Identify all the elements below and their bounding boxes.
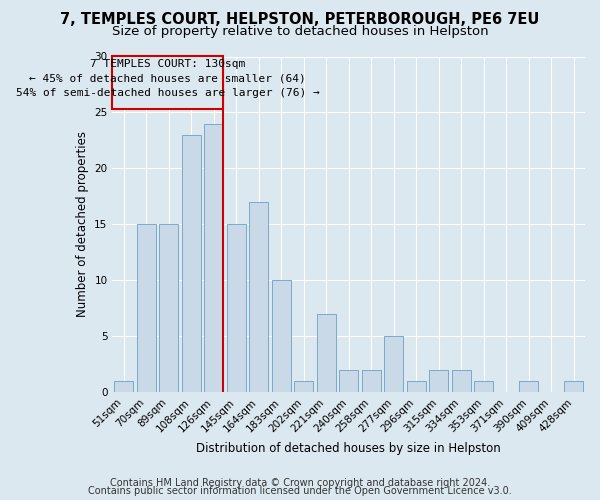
Text: Size of property relative to detached houses in Helpston: Size of property relative to detached ho… (112, 25, 488, 38)
Bar (182, 135, 200, 392)
Bar (204, 124, 223, 392)
Bar (227, 224, 246, 392)
Bar (114, 381, 133, 392)
Text: 7, TEMPLES COURT, HELPSTON, PETERBOROUGH, PE6 7EU: 7, TEMPLES COURT, HELPSTON, PETERBOROUGH… (61, 12, 539, 28)
Text: ← 45% of detached houses are smaller (64): ← 45% of detached houses are smaller (64… (29, 74, 306, 84)
Bar (407, 381, 426, 392)
Bar (294, 381, 313, 392)
Bar (384, 336, 403, 392)
Bar (452, 370, 471, 392)
Bar (159, 224, 178, 392)
Bar (137, 224, 155, 392)
Bar (519, 381, 538, 392)
Bar (249, 202, 268, 392)
Bar (317, 314, 336, 392)
Text: 7 TEMPLES COURT: 130sqm: 7 TEMPLES COURT: 130sqm (90, 60, 245, 70)
Text: 54% of semi-detached houses are larger (76) →: 54% of semi-detached houses are larger (… (16, 88, 320, 99)
Bar (339, 370, 358, 392)
Text: Contains public sector information licensed under the Open Government Licence v3: Contains public sector information licen… (88, 486, 512, 496)
Bar (272, 280, 291, 392)
Bar (112, 56, 223, 109)
Bar (474, 381, 493, 392)
Y-axis label: Number of detached properties: Number of detached properties (76, 131, 89, 317)
Bar (362, 370, 381, 392)
Bar (429, 370, 448, 392)
X-axis label: Distribution of detached houses by size in Helpston: Distribution of detached houses by size … (196, 442, 501, 455)
Text: Contains HM Land Registry data © Crown copyright and database right 2024.: Contains HM Land Registry data © Crown c… (110, 478, 490, 488)
Bar (564, 381, 583, 392)
